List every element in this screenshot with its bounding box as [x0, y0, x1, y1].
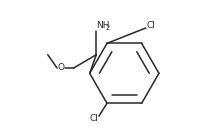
Text: Cl: Cl: [89, 114, 98, 123]
Text: 2: 2: [106, 25, 110, 31]
Text: Cl: Cl: [147, 21, 155, 30]
Text: NH: NH: [96, 21, 110, 30]
Text: O: O: [58, 64, 65, 72]
